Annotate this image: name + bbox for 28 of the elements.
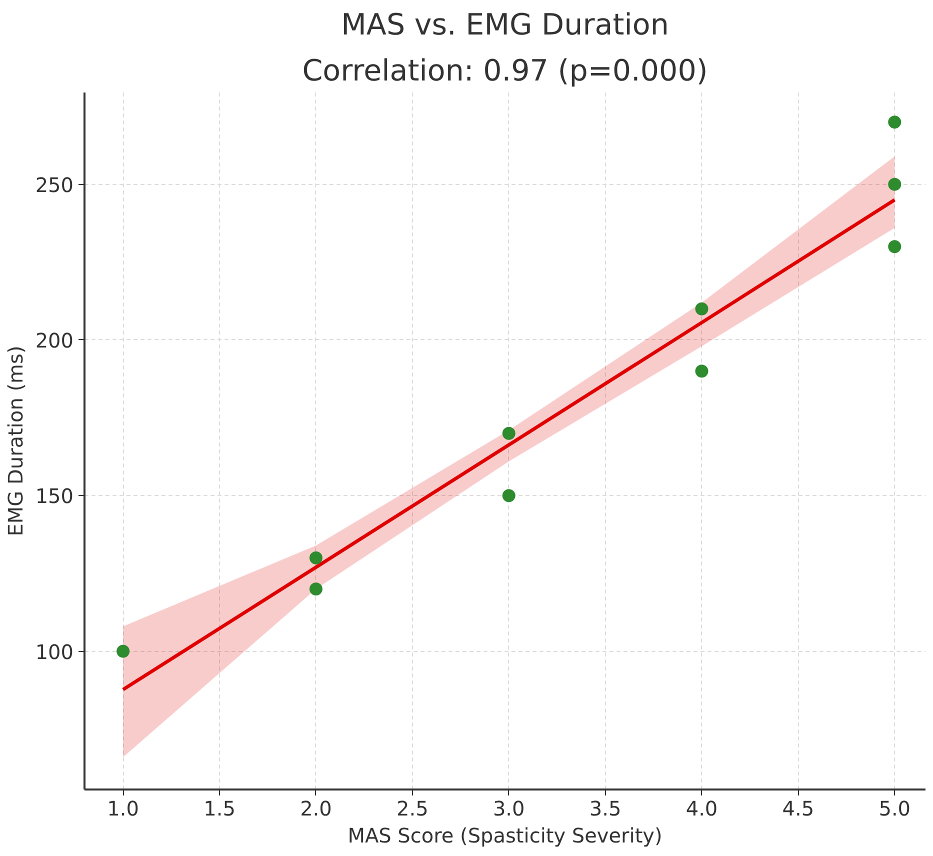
x-tick-label: 3.0 xyxy=(492,796,525,820)
chart-title: MAS vs. EMG Duration xyxy=(341,8,669,42)
x-tick-label: 1.0 xyxy=(107,796,139,820)
point xyxy=(695,302,708,316)
point xyxy=(116,644,130,658)
y-tick-label: 100 xyxy=(35,640,74,664)
chart-subtitle: Correlation: 0.97 (p=0.000) xyxy=(302,54,708,88)
y-tick-label: 150 xyxy=(35,484,74,508)
x-tick-label: 3.5 xyxy=(589,796,622,820)
point xyxy=(309,551,322,564)
point xyxy=(502,489,516,502)
point xyxy=(888,178,902,191)
x-tick-label: 2.0 xyxy=(300,796,332,820)
x-axis-title: MAS Score (Spasticity Severity) xyxy=(348,824,662,848)
x-tick-label: 5.0 xyxy=(878,796,911,820)
y-axis-title: EMG Duration (ms) xyxy=(3,346,28,536)
x-tick-label: 1.5 xyxy=(204,796,236,820)
x-tick-label: 4.0 xyxy=(686,796,718,820)
point xyxy=(309,582,322,596)
x-tick-label: 2.5 xyxy=(396,796,428,820)
y-tick-label: 250 xyxy=(35,172,74,197)
point xyxy=(502,426,516,440)
y-tick-label: 200 xyxy=(35,328,74,352)
point xyxy=(888,240,902,254)
x-tick-label: 4.5 xyxy=(782,796,814,820)
point xyxy=(695,364,708,378)
point xyxy=(888,116,902,129)
line-series xyxy=(121,198,896,692)
